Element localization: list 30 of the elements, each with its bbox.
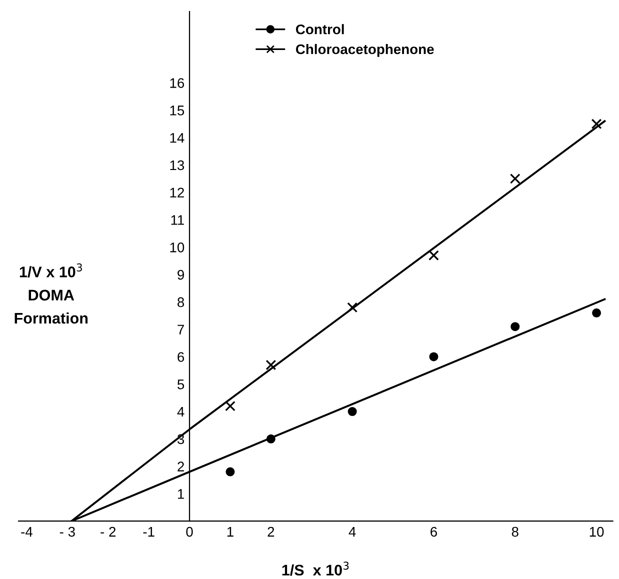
y-tick-label: 11 [171,215,184,225]
x-tick-label: - 2 [100,526,116,537]
x-tick-label: 10 [590,526,604,537]
x-tick-label: 4 [348,527,356,537]
y-tick-label: 2 [178,462,184,472]
y-tick-label: 15 [170,106,184,116]
x-tick-label: 2 [268,526,274,537]
legend-label: Control [296,24,344,34]
y-tick-label: 1 [178,489,184,499]
y-tick-label: 16 [170,78,184,88]
text: 1/V x 10$^{3}$ DOMA Formation [14,263,88,324]
x-tick-label: - 3 [60,526,75,537]
y-tick-label: 12 [170,188,184,198]
y-tick-label: 14 [170,133,184,143]
x-tick-label: 8 [512,526,518,537]
x-tick-label: -4 [21,527,32,537]
y-tick-label: 10 [170,242,184,252]
x-tick-label: 0 [186,526,193,537]
y-tick-label: 13 [170,160,184,170]
y-tick-label: 4 [177,407,184,417]
y-tick-label: 6 [178,352,184,362]
y-tick-label: 9 [178,270,184,280]
y-tick-label: 5 [177,380,184,390]
y-tick-label: 8 [178,297,184,308]
x-tick-label: 6 [430,526,437,537]
legend-label: Chloroacetophenone [296,44,434,57]
x-tick-label: -1 [143,527,154,537]
x-tick-label: 1 [227,527,234,537]
x-axis-title: 1/S x 10$^{3}$ [282,562,349,576]
y-tick-label: 7 [178,324,184,334]
